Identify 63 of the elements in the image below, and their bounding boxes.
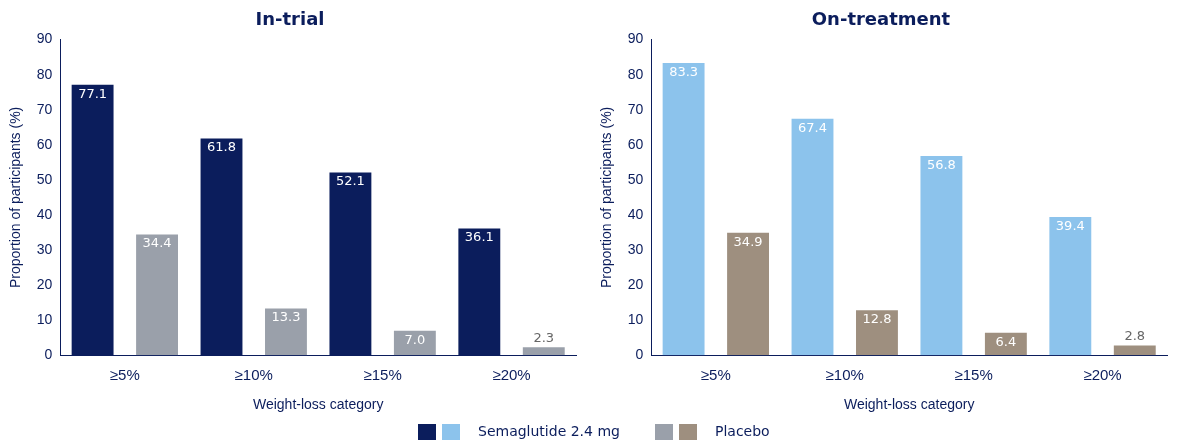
y-tick-label: 90 [36,30,53,47]
bar [791,118,834,356]
x-tick-label: ≥20% [492,366,531,384]
text: Semaglutide 2.4 mg [478,423,620,440]
y-tick-label: 80 [36,65,53,82]
x-tick-label: ≥10% [825,366,864,384]
y-tick-label: 0 [44,346,53,363]
x-axis-title: Weight-loss category [252,396,384,413]
y-tick-label: 20 [627,275,644,292]
x-tick-label: ≥5% [109,366,140,384]
y-tick-label: 20 [36,275,53,292]
data-label: 12.8 [862,311,892,327]
bar [522,347,565,356]
bar [1113,345,1156,356]
y-tick-label: 90 [627,30,644,47]
x-tick-label: ≥15% [363,366,402,384]
y-axis-title: Proportion of participants (%) [7,106,24,289]
data-label: 7.0 [404,331,426,347]
x-tick-label: ≥5% [700,366,731,384]
y-tick-label: 60 [627,135,644,152]
bar [1049,217,1092,356]
data-label: 34.4 [142,235,172,251]
bar [727,232,769,356]
y-tick-label: 40 [36,205,53,222]
y-axis-title: Proportion of participants (%) [598,106,615,289]
bar [265,308,307,356]
y-tick-label: 10 [627,310,644,327]
chart-title: On-treatment [811,8,951,30]
y-tick-label: 0 [635,346,644,363]
y-tick-label: 60 [36,135,53,152]
bar [856,310,898,356]
data-label: 2.3 [533,330,555,346]
data-label: 67.4 [798,119,827,135]
x-tick-label: ≥20% [1083,366,1122,384]
x-axis-title: Weight-loss category [843,396,975,413]
y-tick-label: 30 [627,240,644,257]
x-tick-label: ≥15% [954,366,993,384]
bar [662,63,705,356]
y-tick-label: 70 [36,100,53,117]
data-label: 34.9 [733,233,763,249]
y-tick-label: 10 [36,310,53,327]
data-label: 36.1 [464,229,494,245]
y-tick-label: 70 [627,100,644,117]
data-label: 39.4 [1055,217,1085,233]
y-tick-label: 50 [627,170,644,187]
chart-title: In-trial [255,8,325,30]
data-label: 61.8 [207,139,236,155]
data-label: 6.4 [995,333,1017,349]
data-label: 83.3 [669,63,699,79]
bar [920,156,963,356]
data-label: 56.8 [926,156,956,172]
data-label: 2.8 [1124,328,1146,344]
y-tick-label: 40 [627,205,644,222]
text: Placebo [715,423,770,440]
y-tick-label: 30 [36,240,53,257]
data-label: 77.1 [78,85,108,101]
data-label: 52.1 [335,173,365,189]
bar [393,330,436,356]
bar [136,234,178,356]
data-label: 13.3 [271,309,301,325]
y-tick-label: 80 [627,65,644,82]
y-tick-label: 50 [36,170,53,187]
x-tick-label: ≥10% [234,366,273,384]
